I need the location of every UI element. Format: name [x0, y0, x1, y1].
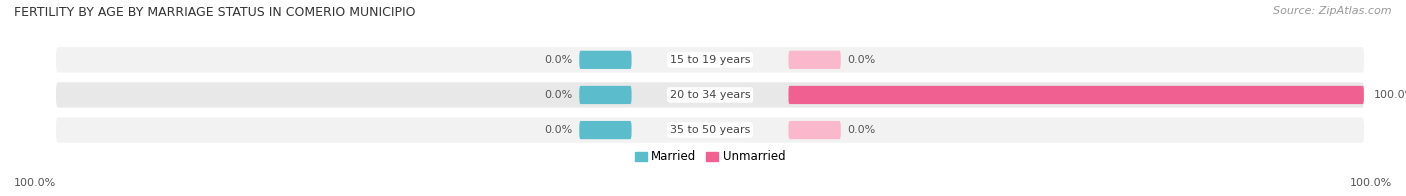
- FancyBboxPatch shape: [579, 86, 631, 104]
- FancyBboxPatch shape: [56, 82, 1364, 108]
- Text: Source: ZipAtlas.com: Source: ZipAtlas.com: [1274, 6, 1392, 16]
- Text: FERTILITY BY AGE BY MARRIAGE STATUS IN COMERIO MUNICIPIO: FERTILITY BY AGE BY MARRIAGE STATUS IN C…: [14, 6, 416, 19]
- Legend: Married, Unmarried: Married, Unmarried: [630, 146, 790, 168]
- FancyBboxPatch shape: [579, 51, 631, 69]
- Text: 0.0%: 0.0%: [848, 55, 876, 65]
- FancyBboxPatch shape: [789, 121, 841, 139]
- FancyBboxPatch shape: [56, 47, 1364, 73]
- Text: 0.0%: 0.0%: [848, 125, 876, 135]
- FancyBboxPatch shape: [789, 86, 1364, 104]
- Text: 100.0%: 100.0%: [14, 178, 56, 188]
- Text: 35 to 50 years: 35 to 50 years: [669, 125, 751, 135]
- Text: 0.0%: 0.0%: [544, 90, 572, 100]
- FancyBboxPatch shape: [579, 121, 631, 139]
- Text: 15 to 19 years: 15 to 19 years: [669, 55, 751, 65]
- Text: 100.0%: 100.0%: [1350, 178, 1392, 188]
- FancyBboxPatch shape: [789, 51, 841, 69]
- Text: 100.0%: 100.0%: [1374, 90, 1406, 100]
- FancyBboxPatch shape: [56, 117, 1364, 143]
- Text: 20 to 34 years: 20 to 34 years: [669, 90, 751, 100]
- Text: 0.0%: 0.0%: [544, 125, 572, 135]
- Text: 0.0%: 0.0%: [544, 55, 572, 65]
